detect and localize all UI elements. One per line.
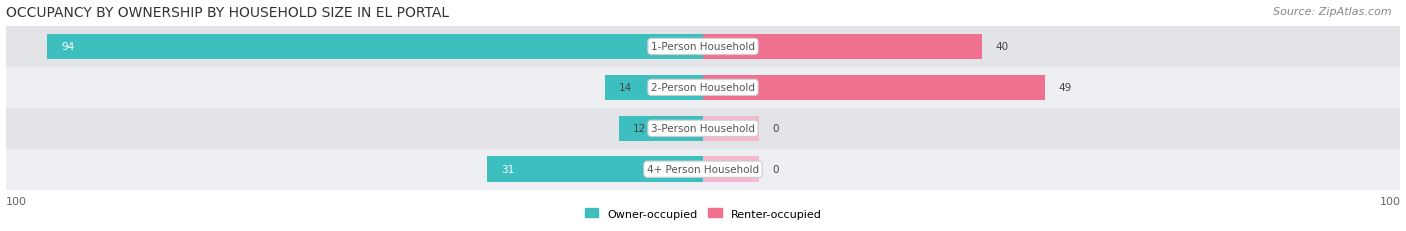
Bar xyxy=(6,149,1400,190)
Text: 3-Person Household: 3-Person Household xyxy=(651,124,755,134)
Bar xyxy=(6,68,1400,108)
Text: 31: 31 xyxy=(501,164,515,174)
Bar xyxy=(486,157,703,182)
Bar xyxy=(703,35,981,60)
Text: 0: 0 xyxy=(773,124,779,134)
Text: 1-Person Household: 1-Person Household xyxy=(651,42,755,52)
Bar xyxy=(48,35,703,60)
Bar xyxy=(606,75,703,100)
Text: 40: 40 xyxy=(995,42,1010,52)
Text: 94: 94 xyxy=(62,42,75,52)
Bar xyxy=(703,75,1045,100)
Bar xyxy=(619,116,703,141)
Text: 100: 100 xyxy=(6,196,27,206)
Bar xyxy=(6,108,1400,149)
Text: 0: 0 xyxy=(773,164,779,174)
Text: 12: 12 xyxy=(633,124,647,134)
Text: OCCUPANCY BY OWNERSHIP BY HOUSEHOLD SIZE IN EL PORTAL: OCCUPANCY BY OWNERSHIP BY HOUSEHOLD SIZE… xyxy=(6,6,449,19)
Text: 100: 100 xyxy=(1379,196,1400,206)
Bar xyxy=(703,116,759,141)
Bar xyxy=(703,157,759,182)
Bar xyxy=(6,27,1400,68)
Text: 4+ Person Household: 4+ Person Household xyxy=(647,164,759,174)
Text: 49: 49 xyxy=(1059,83,1071,93)
Text: 14: 14 xyxy=(619,83,633,93)
Text: 2-Person Household: 2-Person Household xyxy=(651,83,755,93)
Text: Source: ZipAtlas.com: Source: ZipAtlas.com xyxy=(1274,7,1392,17)
Legend: Owner-occupied, Renter-occupied: Owner-occupied, Renter-occupied xyxy=(581,204,825,223)
